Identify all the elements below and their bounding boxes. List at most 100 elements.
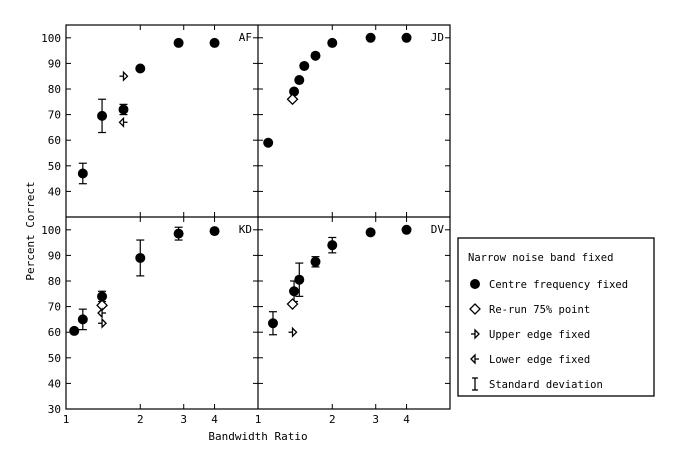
data-point-circle [69, 325, 80, 336]
circle-marker [69, 325, 80, 336]
legend-entry-label: Lower edge fixed [489, 354, 590, 366]
y-axis-title: Percent Correct [24, 181, 37, 280]
circle-marker [294, 274, 305, 285]
data-point-circle [135, 252, 146, 263]
circle-marker [173, 228, 184, 239]
right-triangle-marker [291, 326, 298, 338]
data-point-right-triangle [288, 326, 298, 338]
x-tick-label: 4 [211, 413, 218, 426]
data-point-circle [289, 286, 300, 297]
diamond-marker [469, 303, 481, 315]
y-tick-label: 30 [48, 403, 61, 416]
data-point-circle [401, 32, 412, 43]
y-tick-label: 70 [48, 109, 61, 122]
x-tick-label: 3 [180, 413, 187, 426]
data-point-circle [289, 86, 300, 97]
right-triangle-marker [101, 317, 107, 329]
legend-entry-label: Centre frequency fixed [489, 279, 628, 291]
circle-marker [365, 32, 376, 43]
panel-label: KD [239, 223, 252, 236]
legend-marker-left-triangle [470, 353, 479, 365]
circle-marker [470, 279, 480, 289]
circle-marker [209, 37, 220, 48]
y-tick-label: 50 [48, 160, 61, 173]
x-tick-label: 1 [63, 413, 70, 426]
data-point-circle [77, 168, 88, 179]
legend-entries: Centre frequency fixed Re-run 75% point Up… [469, 279, 628, 391]
data-point-circle [209, 226, 220, 237]
y-tick-label: 60 [48, 326, 61, 339]
y-tick-label: 70 [48, 301, 61, 314]
y-tick-label: 40 [48, 185, 61, 198]
data-point-right-triangle [119, 70, 129, 82]
data-point-circle [294, 274, 305, 285]
x-tick-label: 1 [255, 413, 262, 426]
data-point-circle [327, 240, 338, 251]
circle-marker [365, 227, 376, 238]
circle-marker [327, 240, 338, 251]
data-point-diamond [286, 298, 299, 310]
left-triangle-marker [118, 116, 125, 128]
right-triangle-marker [122, 70, 129, 82]
data-point-circle [118, 104, 129, 115]
x-axis-title: Bandwidth Ratio [208, 430, 307, 443]
circle-marker [401, 224, 412, 235]
circle-marker [97, 291, 108, 302]
circle-marker [97, 110, 108, 121]
circle-marker [263, 137, 274, 148]
panel-jd: JD [263, 31, 444, 148]
data-point-circle [135, 63, 146, 74]
plot-area: 40 50 60 70 80 90 100 30 40 50 60 70 80 90 100 1 2 3 4 1 2 3 4… [41, 24, 451, 426]
circle-marker [299, 60, 310, 71]
circle-marker [310, 50, 321, 61]
y-tick-label: 80 [48, 275, 61, 288]
circle-marker [77, 168, 88, 179]
circle-marker [135, 63, 146, 74]
legend-marker-circle [470, 279, 480, 289]
x-tick-label: 2 [137, 413, 144, 426]
panel-dv: DV [267, 223, 445, 338]
data-point-circle [267, 318, 278, 329]
data-point-circle [97, 291, 108, 302]
data-point-circle [401, 224, 412, 235]
panel-label: AF [239, 31, 252, 44]
x-tick-label: 3 [372, 413, 379, 426]
y-tick-label: 50 [48, 352, 61, 365]
circle-marker [289, 286, 300, 297]
circle-marker [267, 318, 278, 329]
circle-marker [327, 37, 338, 48]
right-triangle-marker [474, 328, 480, 340]
legend-marker-diamond [469, 303, 481, 315]
legend-marker-errorbar [472, 377, 478, 391]
panel-af: AF [77, 31, 252, 185]
data-point-circle [310, 50, 321, 61]
data-point-circle [310, 256, 321, 267]
data-point-circle [294, 75, 305, 86]
data-point-circle [209, 37, 220, 48]
circle-marker [310, 256, 321, 267]
x-tick-label: 2 [329, 413, 336, 426]
circle-marker [209, 226, 220, 237]
circle-marker [173, 37, 184, 48]
panel-label: JD [431, 31, 444, 44]
data-point-circle [299, 60, 310, 71]
data-point-circle [263, 137, 274, 148]
y-tick-label: 100 [41, 224, 61, 237]
legend-box [457, 237, 655, 397]
panel-kd: KD [69, 223, 252, 336]
y-tick-label: 100 [41, 32, 61, 45]
panel-label: DV [431, 223, 445, 236]
data-point-right-triangle [98, 317, 107, 329]
data-point-circle [365, 227, 376, 238]
legend-title: Narrow noise band fixed [468, 252, 613, 264]
y-tick-label: 80 [48, 83, 61, 96]
data-point-diamond [286, 93, 299, 106]
legend: Narrow noise band fixed Centre frequency… [457, 237, 655, 397]
y-tick-label: 60 [48, 134, 61, 147]
left-triangle-marker [97, 307, 103, 319]
data-point-circle [97, 110, 108, 121]
diamond-marker [286, 93, 299, 106]
legend-entry-label: Re-run 75% point [489, 304, 590, 316]
circle-marker [401, 32, 412, 43]
